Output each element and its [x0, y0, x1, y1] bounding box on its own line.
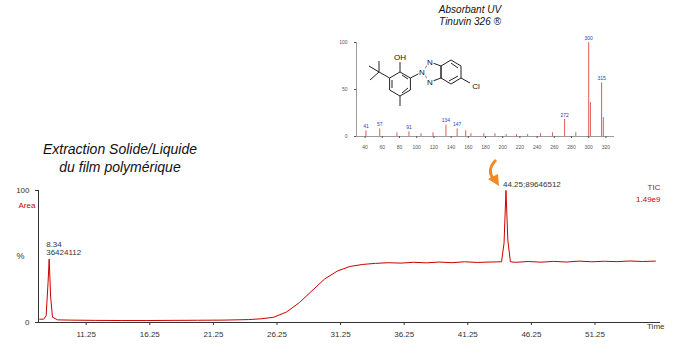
svg-text:46.25: 46.25 — [521, 330, 542, 339]
svg-text:26.25: 26.25 — [267, 330, 288, 339]
svg-text:100: 100 — [413, 144, 422, 150]
html-text:Extraction Solide/Liquide: Extraction Solide/Liquide — [42, 141, 197, 157]
svg-text:0: 0 — [25, 318, 30, 327]
svg-text:31.25: 31.25 — [331, 330, 352, 339]
svg-text:180: 180 — [481, 144, 490, 150]
svg-text:36.25: 36.25 — [394, 330, 415, 339]
svg-text:240: 240 — [533, 144, 542, 150]
svg-text:41.25: 41.25 — [458, 330, 479, 339]
svg-text:300: 300 — [585, 35, 594, 41]
svg-text:315: 315 — [597, 75, 606, 81]
svg-text:147: 147 — [453, 121, 462, 127]
svg-text:8.3436424112: 8.3436424112 — [46, 240, 82, 257]
svg-text:%: % — [17, 251, 25, 261]
svg-text:16.25: 16.25 — [140, 330, 161, 339]
html-text:du film polymérique: du film polymérique — [59, 159, 181, 175]
svg-text:100: 100 — [16, 186, 30, 195]
svg-text:Cl: Cl — [472, 82, 480, 91]
svg-text:TIC: TIC — [648, 183, 661, 192]
html-text:Tinuvin 326 ®: Tinuvin 326 ® — [439, 16, 501, 27]
svg-text:50: 50 — [342, 86, 348, 92]
svg-text:N: N — [419, 68, 425, 77]
svg-text:40: 40 — [362, 144, 368, 150]
svg-text:60: 60 — [380, 144, 386, 150]
svg-text:N: N — [427, 58, 433, 67]
svg-text:Area: Area — [19, 201, 36, 210]
svg-text:1.49e9: 1.49e9 — [636, 195, 661, 204]
svg-text:120: 120 — [430, 144, 439, 150]
svg-text:272: 272 — [560, 112, 569, 118]
svg-text:100: 100 — [339, 39, 348, 45]
svg-text:57: 57 — [377, 121, 383, 127]
svg-text:220: 220 — [516, 144, 525, 150]
svg-text:280: 280 — [567, 144, 576, 150]
svg-text:N: N — [427, 78, 433, 87]
svg-text:300: 300 — [585, 144, 594, 150]
svg-text:OH: OH — [394, 53, 406, 62]
svg-text:200: 200 — [499, 144, 508, 150]
svg-text:Time: Time — [647, 322, 665, 331]
svg-text:41: 41 — [363, 123, 369, 129]
svg-text:134: 134 — [442, 117, 451, 123]
svg-text:91: 91 — [406, 124, 412, 130]
svg-text:320: 320 — [602, 144, 611, 150]
svg-text:80: 80 — [397, 144, 403, 150]
svg-text:140: 140 — [447, 144, 456, 150]
svg-text:21.25: 21.25 — [203, 330, 224, 339]
svg-text:260: 260 — [550, 144, 559, 150]
svg-text:11.25: 11.25 — [76, 330, 96, 339]
svg-text:0: 0 — [345, 133, 348, 139]
svg-text:44.25;89646512: 44.25;89646512 — [503, 180, 561, 189]
svg-text:51.25: 51.25 — [585, 330, 606, 339]
html-text:Absorbant UV: Absorbant UV — [438, 4, 502, 15]
svg-text:160: 160 — [464, 144, 473, 150]
